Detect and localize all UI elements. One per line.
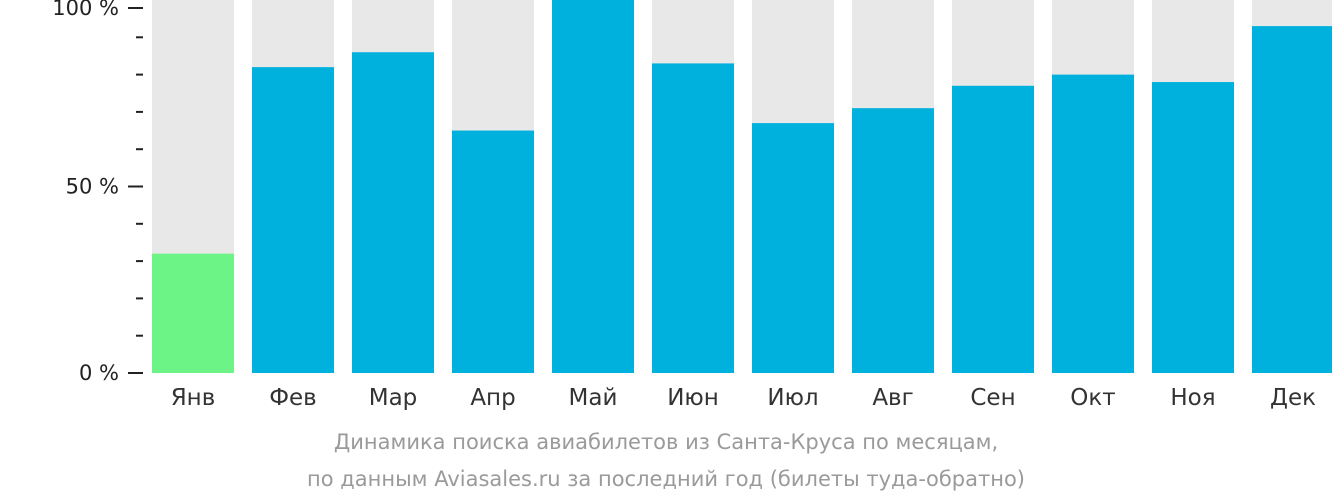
category-label-8: Авг — [872, 385, 913, 411]
bar-2 — [252, 67, 334, 373]
bar-8 — [852, 108, 934, 374]
category-label-4: Апр — [470, 385, 515, 411]
bar-6 — [652, 63, 734, 373]
y-tick-label-1: 100 % — [52, 0, 119, 20]
category-label-10: Окт — [1070, 385, 1115, 411]
bar-4 — [452, 130, 534, 373]
bar-10 — [1052, 74, 1134, 373]
chart-caption-line-2: по данным Aviasales.ru за последний год … — [307, 467, 1025, 491]
category-label-1: Янв — [171, 385, 216, 411]
chart-caption-line-1: Динамика поиска авиабилетов из Санта-Кру… — [333, 430, 999, 454]
y-tick-label-3: 0 % — [79, 361, 119, 385]
bar-12 — [1252, 26, 1332, 374]
bar-7 — [752, 123, 834, 373]
bar-5 — [552, 0, 634, 373]
y-tick-label-2: 50 % — [66, 175, 119, 199]
bar-1 — [152, 253, 234, 373]
category-label-6: Июн — [667, 385, 719, 411]
bar-9 — [952, 85, 1034, 373]
category-label-5: Май — [569, 385, 618, 411]
category-label-3: Мар — [369, 385, 418, 411]
bar-3 — [352, 52, 434, 373]
category-label-2: Фев — [269, 385, 317, 411]
category-label-11: Ноя — [1170, 385, 1215, 411]
category-label-12: Дек — [1270, 385, 1316, 411]
category-label-7: Июл — [767, 385, 818, 411]
category-label-9: Сен — [970, 385, 1015, 411]
bar-11 — [1152, 82, 1234, 373]
